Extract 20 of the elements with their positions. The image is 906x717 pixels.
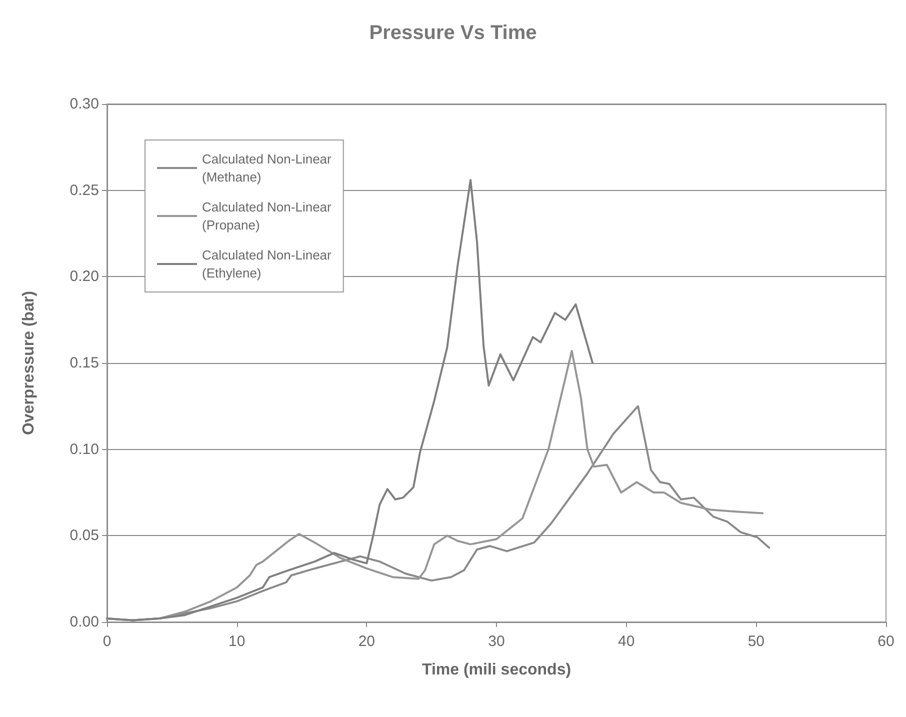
x-tick-label: 10 (228, 633, 246, 650)
y-tick-label: 0.20 (70, 268, 99, 286)
x-tick-label: 20 (358, 633, 376, 650)
legend-label: Calculated Non-Linear (Propane) (202, 200, 332, 232)
legend-label: Calculated Non-Linear (Ethylene) (202, 248, 332, 280)
chart-title: Pressure Vs Time (369, 22, 537, 44)
y-axis-title: Overpressure (bar) (20, 290, 38, 436)
legend-label: Calculated Non-Linear (Methane) (202, 152, 332, 184)
y-tick-label: 0.10 (70, 440, 99, 458)
y-tick-label: 0.25 (70, 182, 99, 199)
y-tick-label: 0.30 (70, 96, 99, 112)
y-tick-label: 0.00 (70, 614, 99, 630)
x-axis-title: Time (mili seconds) (422, 662, 572, 678)
y-tick-label: 0.05 (70, 527, 99, 544)
x-tick-label: 30 (488, 633, 505, 650)
y-tick-label: 0.15 (70, 354, 99, 372)
x-tick-label: 40 (618, 633, 635, 650)
x-tick-label: 60 (878, 633, 894, 650)
x-tick-label: 0 (102, 633, 112, 650)
x-tick-label: 50 (748, 633, 765, 650)
